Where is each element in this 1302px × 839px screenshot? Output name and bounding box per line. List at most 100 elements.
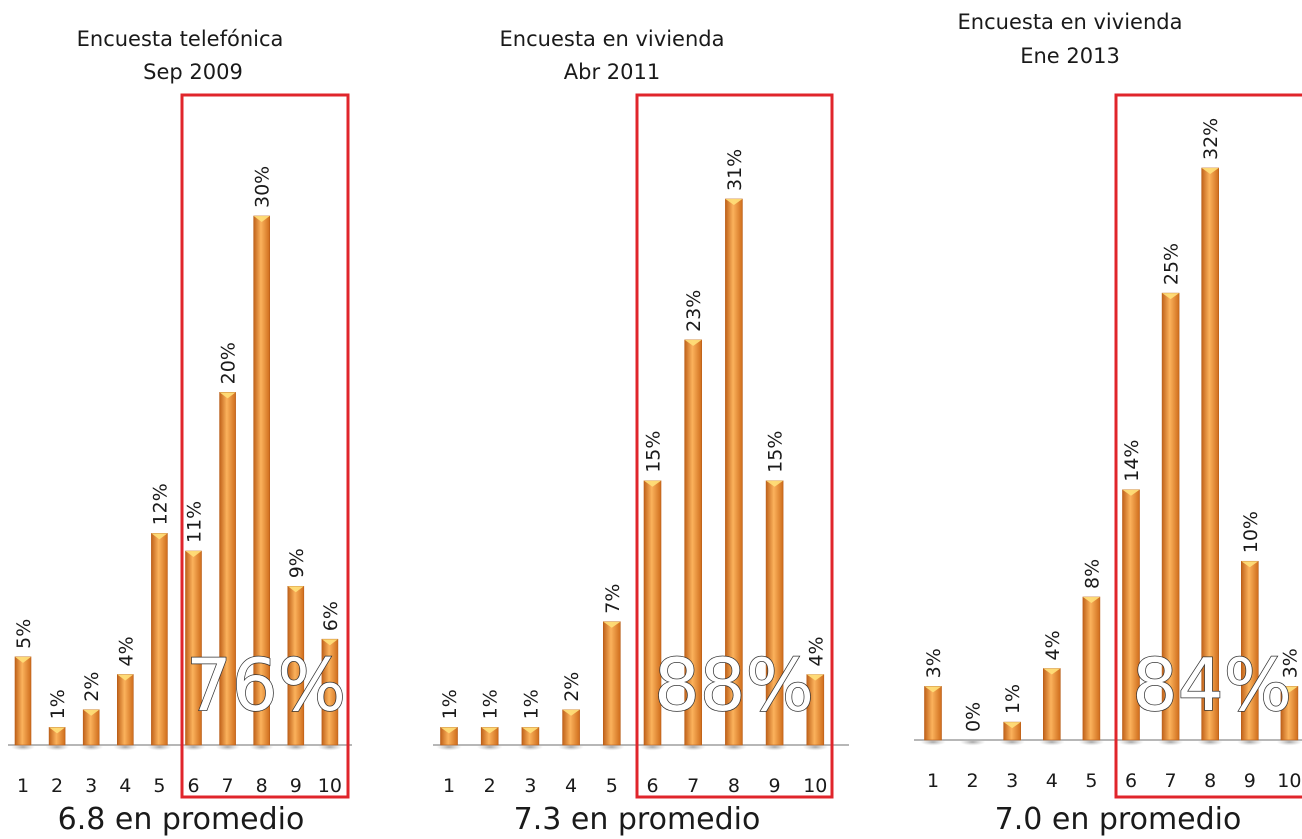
- chart-3-tick-5: 5: [1085, 770, 1097, 792]
- chart-1-tick-8: 8: [256, 775, 268, 797]
- chart-1-data-label-5: 12%: [149, 483, 171, 525]
- chart-2-bar-cap-5: [603, 621, 621, 628]
- chart-1-tick-4: 4: [119, 775, 131, 797]
- chart-1-data-label-2: 1%: [47, 689, 69, 719]
- chart-2-tick-8: 8: [728, 775, 740, 797]
- chart-1-data-label-7: 20%: [218, 342, 240, 384]
- chart-2-tick-labels: 1 2 3 4 5 6 7 8 9 10: [443, 775, 827, 797]
- chart-3-data-label-4: 4%: [1042, 630, 1064, 660]
- chart-3-highlight-value: 84%: [1132, 643, 1292, 727]
- chart-2-data-label-6: 15%: [643, 431, 665, 473]
- chart-2-tick-5: 5: [606, 775, 618, 797]
- chart-3-bar-cap-1: [924, 686, 942, 693]
- chart-panel-2: Encuesta en vivienda Abr 2011 1% 1% 1% 2% 7%…: [433, 27, 849, 837]
- chart-3-data-label-9: 10%: [1240, 511, 1262, 553]
- chart-1-bar-cap-4: [117, 674, 134, 681]
- chart-2-data-label-7: 23%: [683, 290, 705, 332]
- chart-2-data-label-8: 31%: [724, 149, 746, 191]
- chart-1-bar-cap-10: [321, 639, 338, 646]
- chart-2-data-label-2: 1%: [480, 689, 502, 719]
- chart-2-bars: 1% 1% 1% 2% 7% 15% 23% 31% 15% 4%: [436, 149, 829, 751]
- chart-2-title: Encuesta en vivienda: [500, 27, 725, 51]
- chart-3-bar-cap-8: [1201, 168, 1219, 174]
- chart-1-highlight-value: 76%: [186, 643, 346, 727]
- chart-1-data-label-9: 9%: [286, 548, 308, 578]
- chart-3-bars: 3% 0% 1% 4% 8% 14% 25% 32% 10% 3%: [920, 118, 1302, 746]
- chart-3-tick-10: 10: [1277, 770, 1301, 792]
- chart-3-highlight-box: [1114, 93, 1302, 799]
- chart-3-data-label-7: 25%: [1161, 243, 1183, 285]
- chart-2-bar-cap-4: [562, 709, 580, 716]
- chart-1-average: 6.8 en promedio: [58, 802, 305, 837]
- chart-2-data-label-10: 4%: [805, 636, 827, 666]
- chart-2-tick-1: 1: [443, 775, 455, 797]
- chart-1-data-label-10: 6%: [320, 601, 342, 631]
- chart-2-subtitle: Abr 2011: [564, 60, 660, 84]
- chart-3-tick-3: 3: [1006, 770, 1018, 792]
- chart-2-bar-cap-10: [806, 674, 824, 681]
- chart-1-bars: 5% 1% 2% 4% 12% 11% 20% 30% 9% 6%: [11, 166, 342, 751]
- chart-2-bar-cap-9: [766, 480, 784, 487]
- chart-3-bar-cap-7: [1162, 293, 1180, 300]
- chart-3-bar-cap-10: [1280, 686, 1298, 693]
- chart-2-highlight-box: [635, 93, 834, 799]
- chart-1-tick-2: 2: [51, 775, 63, 797]
- chart-3-tick-1: 1: [927, 770, 939, 792]
- chart-1-bar-cap-2: [49, 727, 66, 734]
- chart-2-tick-7: 7: [687, 775, 699, 797]
- chart-2-bar-cap-7: [684, 339, 702, 346]
- chart-1-data-label-8: 30%: [252, 166, 274, 208]
- chart-1-bar-cap-8: [253, 216, 270, 222]
- chart-2-bar-cap-3: [521, 727, 539, 734]
- chart-3-data-label-1: 3%: [923, 648, 945, 678]
- chart-3-bar-cap-3: [1003, 722, 1021, 729]
- chart-2-tick-4: 4: [565, 775, 577, 797]
- chart-1-tick-10: 10: [318, 775, 342, 797]
- chart-1-tick-5: 5: [153, 775, 165, 797]
- chart-3-bar-cap-9: [1241, 561, 1259, 568]
- chart-1-tick-9: 9: [290, 775, 302, 797]
- chart-1-tick-6: 6: [187, 775, 199, 797]
- chart-1-title: Encuesta telefónica: [77, 27, 284, 51]
- chart-3-bar-5: [1082, 596, 1101, 741]
- chart-2-average: 7.3 en promedio: [514, 802, 761, 837]
- chart-2-tick-3: 3: [524, 775, 536, 797]
- chart-3-average: 7.0 en promedio: [995, 802, 1242, 837]
- chart-1-bar-1: [14, 656, 32, 746]
- chart-2-data-label-5: 7%: [602, 584, 624, 614]
- chart-1-bar-cap-6: [185, 551, 202, 558]
- chart-3-data-label-8: 32%: [1200, 118, 1222, 160]
- chart-2-highlight-value: 88%: [654, 643, 814, 727]
- chart-1-tick-1: 1: [17, 775, 29, 797]
- chart-1-tick-3: 3: [85, 775, 97, 797]
- chart-3-data-label-3: 1%: [1002, 684, 1024, 714]
- chart-3-bar-cap-6: [1122, 489, 1140, 496]
- chart-1-bar-cap-9: [287, 586, 304, 593]
- chart-3-data-label-2: 0%: [963, 702, 985, 732]
- chart-3-tick-2: 2: [967, 770, 979, 792]
- chart-3-title: Encuesta en vivienda: [958, 10, 1183, 34]
- chart-1-subtitle: Sep 2009: [143, 60, 243, 84]
- chart-1-data-label-6: 11%: [184, 501, 206, 543]
- chart-1-bar-cap-5: [151, 533, 168, 540]
- chart-2-data-label-4: 2%: [561, 672, 583, 702]
- chart-2-tick-10: 10: [803, 775, 827, 797]
- chart-3-tick-6: 6: [1125, 770, 1137, 792]
- chart-3-data-label-6: 14%: [1121, 440, 1143, 482]
- chart-3-tick-8: 8: [1204, 770, 1216, 792]
- chart-3-tick-4: 4: [1046, 770, 1058, 792]
- chart-2-bar-cap-8: [725, 199, 743, 205]
- chart-1-bar-cap-3: [83, 709, 100, 716]
- chart-1-data-label-1: 5%: [13, 619, 35, 649]
- chart-1-bar-4: [117, 674, 134, 746]
- chart-1-data-label-4: 4%: [115, 636, 137, 666]
- chart-1-tick-7: 7: [222, 775, 234, 797]
- chart-2-data-label-9: 15%: [765, 431, 787, 473]
- chart-panel-3: Encuesta en vivienda Ene 2013 3% 0% 1% 4% 8%…: [914, 10, 1302, 837]
- chart-3-bar-cap-4: [1043, 668, 1061, 675]
- chart-2-tick-2: 2: [484, 775, 496, 797]
- chart-3-subtitle: Ene 2013: [1020, 44, 1120, 68]
- chart-2-data-label-1: 1%: [439, 689, 461, 719]
- chart-3-bar-4: [1043, 668, 1061, 741]
- chart-2-bar-cap-2: [481, 727, 499, 734]
